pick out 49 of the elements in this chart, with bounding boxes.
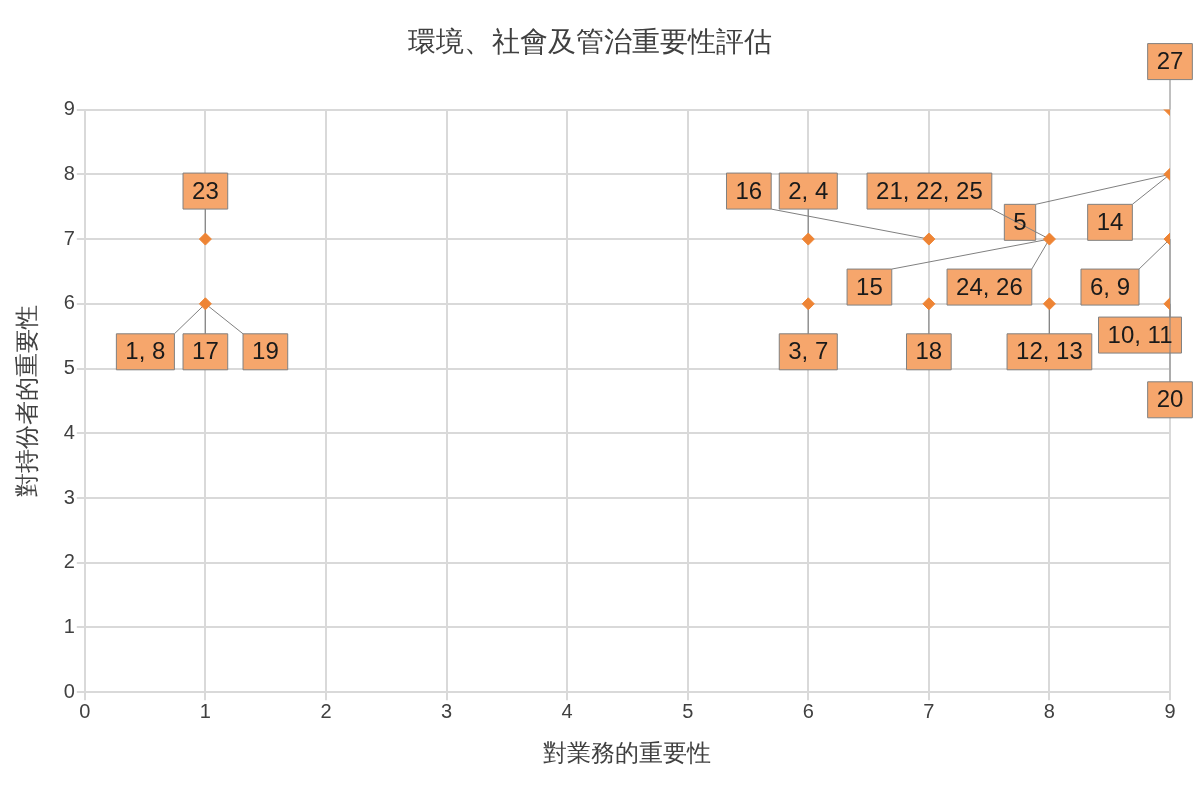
- annotation: 19: [252, 337, 279, 365]
- annotation: 15: [856, 272, 883, 300]
- y-tick-label: 0: [63, 679, 75, 702]
- x-tick-label: 5: [682, 699, 694, 722]
- annotation: 24, 26: [956, 272, 1023, 300]
- x-axis-title: 對業務的重要性: [543, 739, 712, 767]
- x-tick-label: 4: [561, 699, 573, 722]
- annotation: 5: [1013, 207, 1027, 235]
- y-tick-label: 8: [63, 161, 75, 184]
- y-tick-label: 6: [63, 291, 75, 314]
- annotation: 12, 13: [1016, 337, 1083, 365]
- x-tick-label: 8: [1043, 699, 1055, 722]
- point: [1042, 232, 1056, 246]
- annotation: 18: [915, 337, 943, 365]
- y-tick-label: 7: [63, 226, 75, 249]
- y-tick-label: 5: [63, 356, 75, 379]
- chart-title: 環境、社會及管治重要性評估: [408, 25, 772, 57]
- annotation: 14: [1096, 207, 1124, 235]
- point: [801, 297, 815, 311]
- y-tick-label: 3: [63, 485, 75, 508]
- x-tick-label: 0: [79, 699, 91, 722]
- annotation: 3, 7: [788, 337, 829, 365]
- x-tick-label: 2: [320, 699, 332, 722]
- y-tick-label: 9: [63, 97, 75, 120]
- x-tick-label: 3: [440, 699, 453, 722]
- annotation: 20: [1156, 385, 1184, 413]
- point: [198, 232, 212, 246]
- x-tick-label: 9: [1164, 699, 1176, 722]
- point: [922, 297, 936, 311]
- annotation: 17: [192, 337, 219, 365]
- annotation: 1, 8: [125, 337, 166, 365]
- annotation: 23: [192, 176, 219, 204]
- annotation: 10, 11: [1107, 320, 1173, 348]
- y-tick-label: 2: [63, 550, 75, 573]
- x-tick-label: 6: [802, 699, 814, 722]
- y-tick-label: 1: [63, 614, 75, 637]
- y-tick-label: 4: [63, 420, 75, 443]
- annotation: 6, 9: [1089, 272, 1131, 300]
- annotation: 27: [1156, 47, 1184, 75]
- annotation: 21, 22, 25: [876, 176, 983, 204]
- annotation: 2, 4: [788, 176, 829, 204]
- point: [922, 232, 936, 246]
- y-axis-title: 對持份者的重要性: [13, 304, 41, 497]
- point: [1042, 297, 1056, 311]
- point: [801, 232, 815, 246]
- x-tick-label: 1: [199, 699, 211, 722]
- x-tick-label: 7: [923, 699, 935, 722]
- point: [198, 297, 212, 311]
- annotation: 16: [735, 176, 763, 204]
